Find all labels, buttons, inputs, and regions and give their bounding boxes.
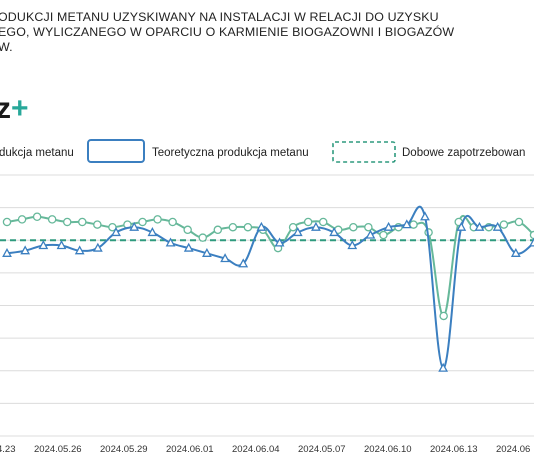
x-tick-label: 4.23 xyxy=(0,444,16,455)
data-point-actual xyxy=(62,217,72,227)
data-point-theoretical xyxy=(92,242,103,252)
data-point-actual xyxy=(379,230,388,240)
x-tick-label: 2024.05.26 xyxy=(34,444,82,455)
chart-gridlines xyxy=(0,174,534,437)
data-point-actual xyxy=(318,217,328,227)
x-tick-label: 2024.06 xyxy=(496,444,530,455)
data-point-actual xyxy=(288,222,298,232)
data-point-actual xyxy=(529,230,534,240)
data-point-theoretical xyxy=(438,362,449,372)
x-tick-label: 2024.05.07 xyxy=(298,444,346,455)
brand-logo: z+ xyxy=(0,92,29,126)
data-point-actual xyxy=(213,225,223,235)
data-point-theoretical xyxy=(256,221,267,231)
data-point-theoretical xyxy=(365,229,376,239)
data-point-actual xyxy=(514,217,524,227)
data-point-theoretical xyxy=(420,211,430,221)
legend-label-actual: dukcja metanu xyxy=(0,147,74,159)
chart-series xyxy=(0,205,534,372)
title-line-1: ODUKCJI METANU UZYSKIWANY NA INSTALACJI … xyxy=(0,10,439,24)
legend-label-theoretical: Teoretyczna produkcja metanu xyxy=(152,147,309,159)
x-tick-label: 2024.06.04 xyxy=(232,444,280,455)
x-tick-label: 2024.05.29 xyxy=(100,444,148,455)
data-point-actual xyxy=(2,217,12,227)
data-point-actual xyxy=(17,215,27,224)
data-point-theoretical xyxy=(492,221,503,231)
data-point-theoretical xyxy=(311,221,321,231)
data-point-actual xyxy=(168,217,177,227)
data-point-theoretical xyxy=(220,253,230,263)
data-point-actual xyxy=(78,217,87,227)
series-line-theoretical xyxy=(6,205,534,370)
data-point-theoretical xyxy=(183,242,194,252)
title-line-3: W. xyxy=(0,40,13,54)
title-line-2: EGO, WYLICZANEGO W OPARCIU O KARMIENIE B… xyxy=(0,25,455,39)
x-tick-label: 2024.06.13 xyxy=(430,444,478,455)
data-point-theoretical xyxy=(202,247,212,257)
data-point-actual xyxy=(439,311,448,321)
data-point-actual xyxy=(183,225,192,235)
data-point-actual xyxy=(349,222,358,232)
data-point-theoretical xyxy=(456,221,467,231)
data-point-theoretical xyxy=(147,227,158,237)
data-point-theoretical xyxy=(20,245,31,255)
data-point-theoretical xyxy=(329,227,339,237)
data-point-theoretical xyxy=(2,247,12,257)
data-point-theoretical xyxy=(347,240,358,250)
data-point-theoretical xyxy=(38,240,49,250)
data-point-theoretical xyxy=(238,258,249,268)
data-point-theoretical xyxy=(529,237,534,247)
data-point-theoretical xyxy=(274,237,285,247)
chart-legend: dukcja metanu Teoretyczna produkcja meta… xyxy=(0,139,525,163)
x-tick-label: 2024.06.10 xyxy=(364,444,412,455)
data-point-theoretical xyxy=(74,245,85,255)
data-point-actual xyxy=(153,215,162,224)
data-point-theoretical xyxy=(165,237,176,247)
data-point-actual xyxy=(228,222,238,232)
data-point-actual xyxy=(93,220,102,229)
legend-swatch-demand xyxy=(332,141,396,163)
data-point-actual xyxy=(409,220,418,229)
x-axis-ticks: 4.23 2024.05.26 2024.05.29 2024.06.01 2024.0… xyxy=(0,444,530,455)
data-point-theoretical xyxy=(56,240,67,250)
data-point-actual xyxy=(499,220,509,229)
data-point-actual xyxy=(303,217,313,227)
data-point-actual xyxy=(364,222,373,232)
logo-text: z xyxy=(0,92,11,125)
legend-swatch-theoretical xyxy=(87,139,145,163)
x-tick-label: 2024.06.01 xyxy=(166,444,214,455)
data-point-actual xyxy=(32,212,42,222)
data-point-theoretical xyxy=(111,227,121,237)
chart-title: ODUKCJI METANU UZYSKIWANY NA INSTALACJI … xyxy=(0,10,534,55)
data-point-theoretical xyxy=(510,247,521,257)
data-point-theoretical xyxy=(383,221,394,231)
data-point-actual xyxy=(138,217,147,227)
data-point-actual xyxy=(243,222,253,232)
data-point-theoretical xyxy=(474,221,485,231)
data-point-actual xyxy=(47,215,57,224)
data-point-theoretical xyxy=(129,221,140,231)
data-point-actual xyxy=(198,233,207,242)
plus-icon: + xyxy=(11,92,29,125)
series-line-actual xyxy=(6,214,534,317)
legend-label-demand: Dobowe zapotrzebowan xyxy=(402,147,525,159)
data-point-theoretical xyxy=(292,227,303,237)
data-point-theoretical xyxy=(401,219,412,229)
